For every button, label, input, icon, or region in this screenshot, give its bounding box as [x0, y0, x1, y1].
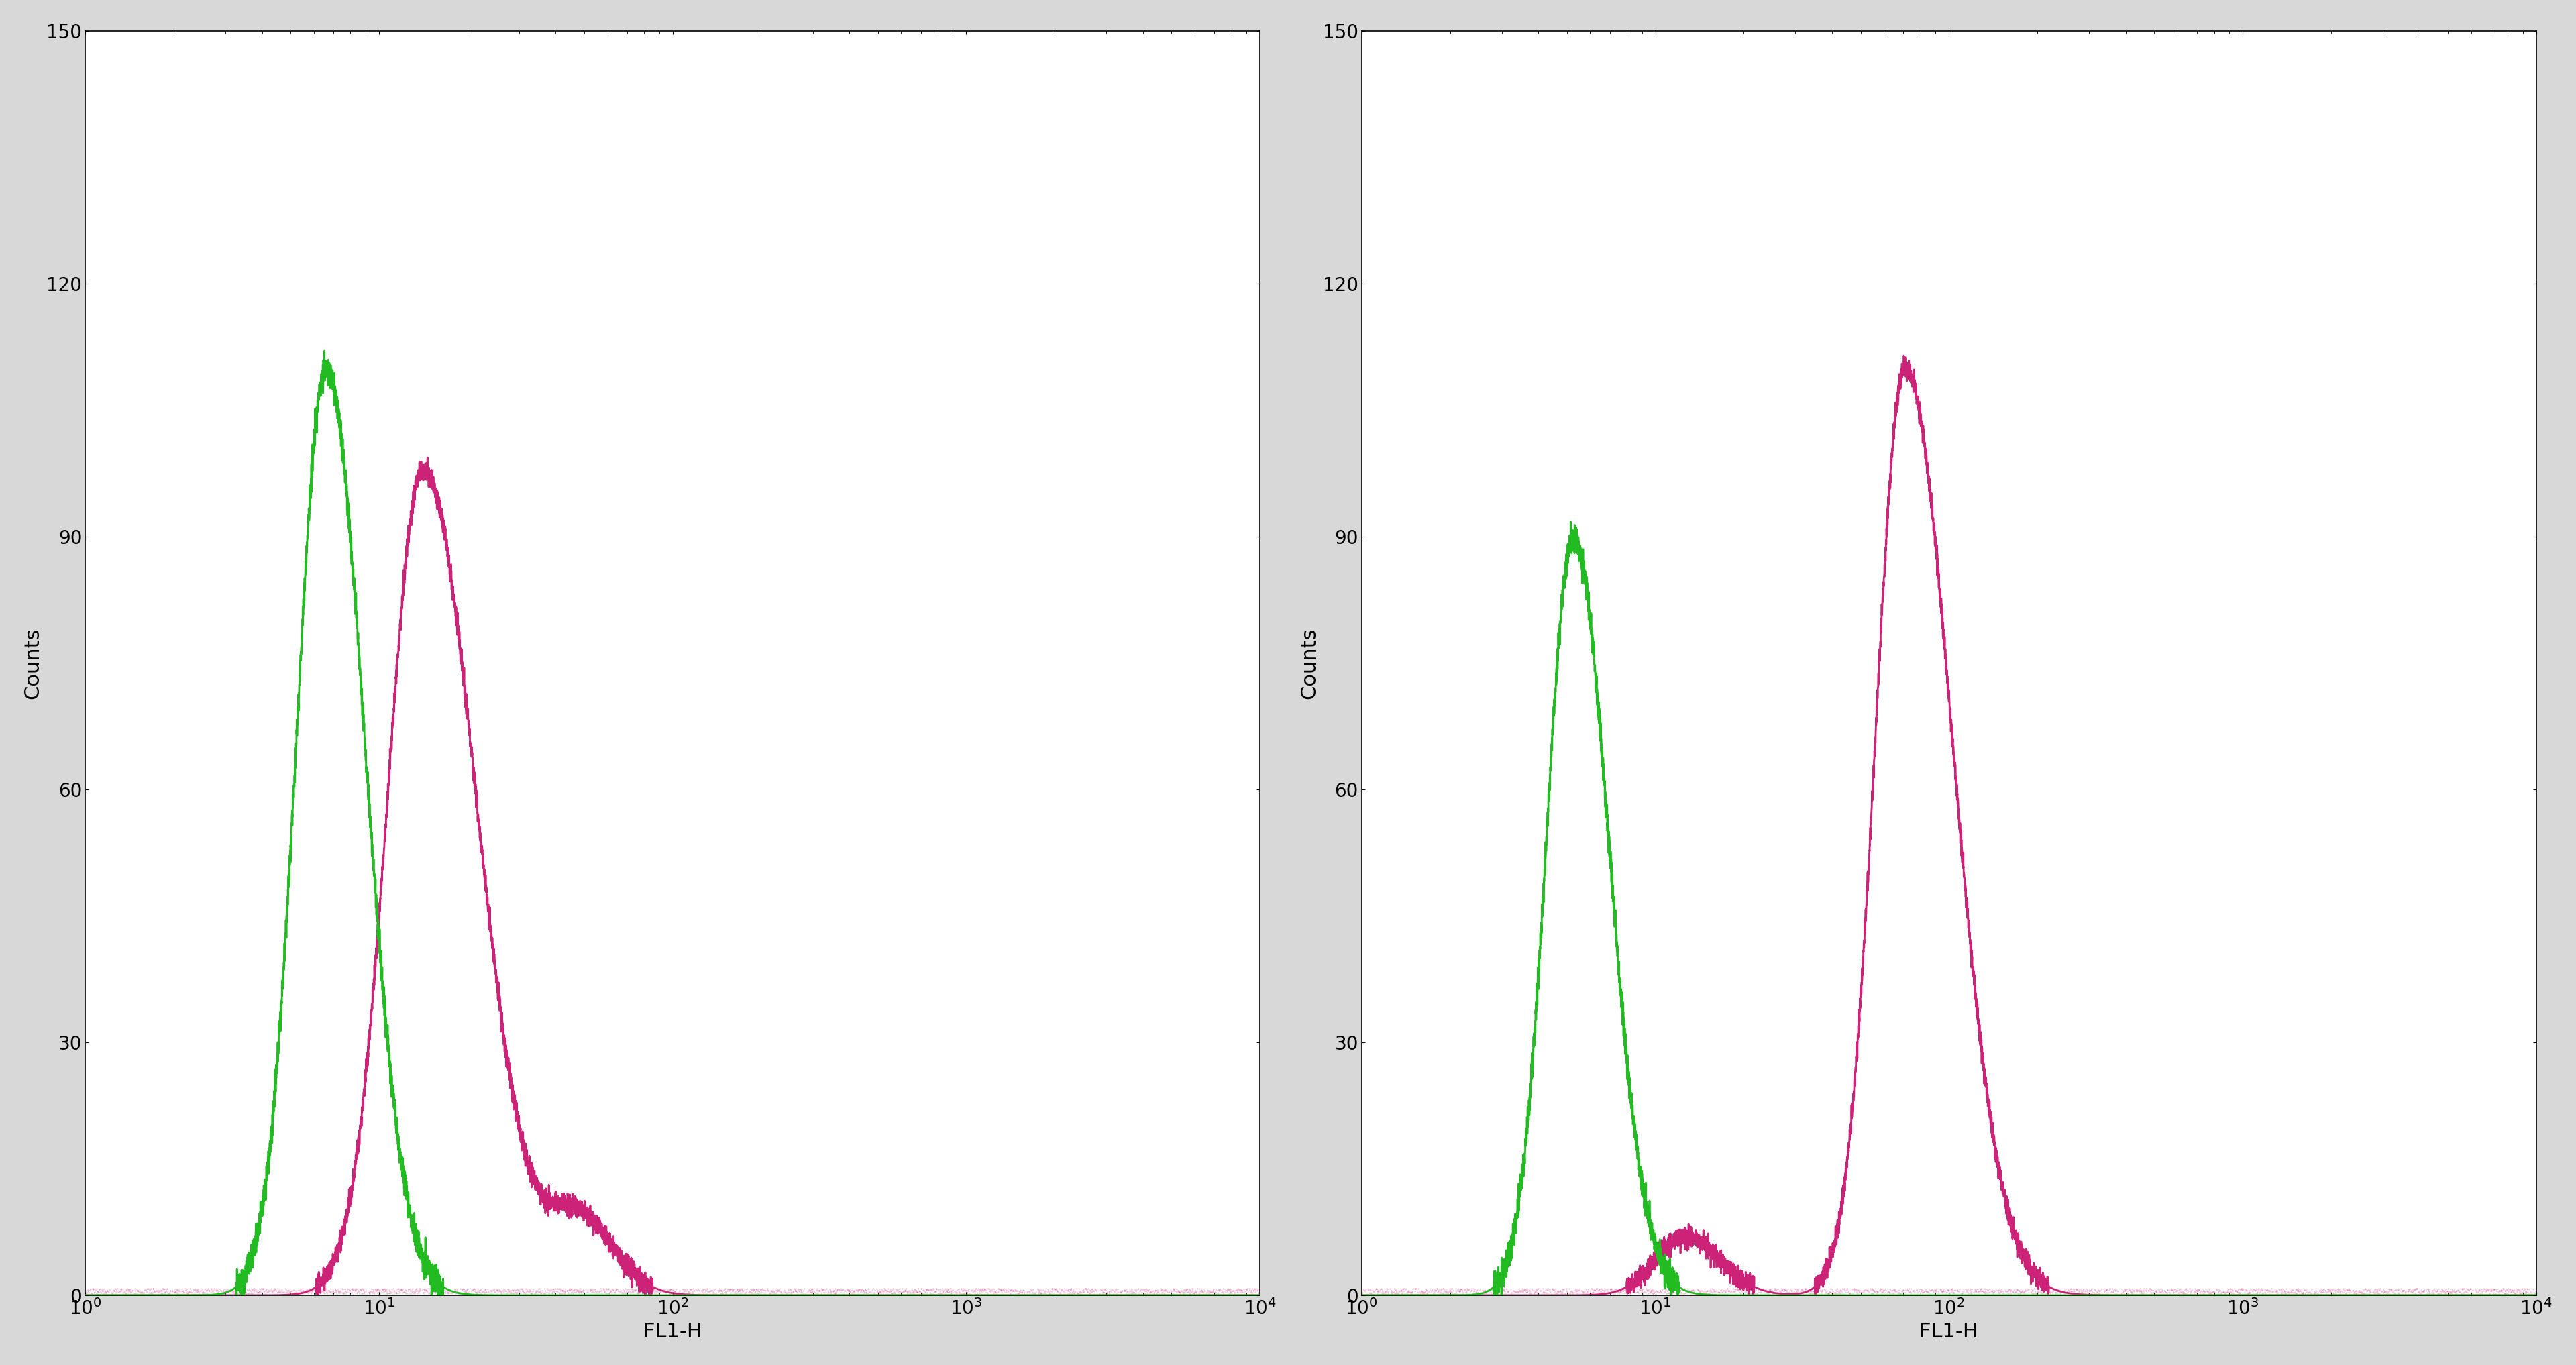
Y-axis label: Counts: Counts: [1301, 628, 1319, 699]
X-axis label: FL1-H: FL1-H: [644, 1323, 703, 1342]
X-axis label: FL1-H: FL1-H: [1919, 1323, 1978, 1342]
Y-axis label: Counts: Counts: [23, 628, 44, 699]
